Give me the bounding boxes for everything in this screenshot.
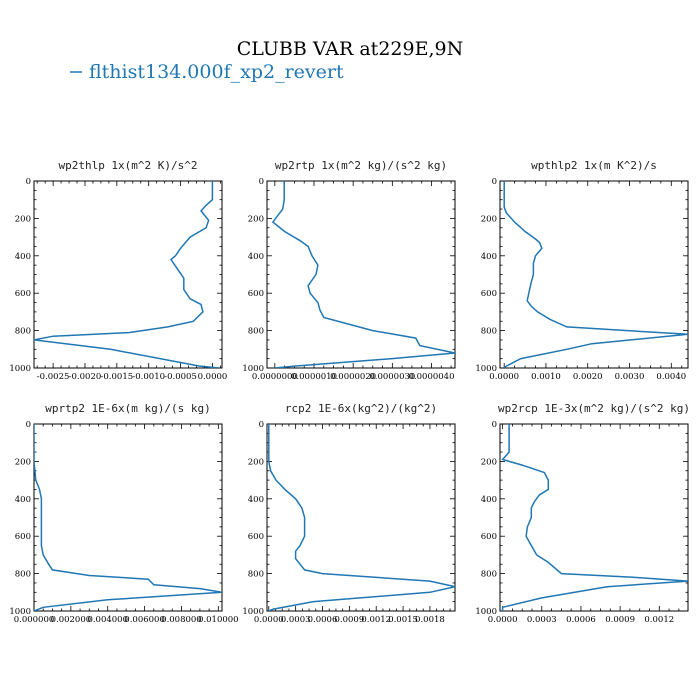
x-tick-label: 0.0000010 bbox=[291, 372, 337, 382]
x-tick-label: -0.0025 bbox=[37, 372, 70, 382]
y-tick-label: 400 bbox=[15, 252, 31, 262]
panel-title: wp2rtp 1x(m^2 kg)/(s^2 kg) bbox=[275, 159, 447, 172]
legend: flthist134.000f_xp2_revert bbox=[70, 61, 344, 83]
x-tick-label: 0.0030 bbox=[615, 372, 645, 382]
chart-panel: wp2rcp 1E-3x(m^2 kg)/(s^2 kg)0 200 400 600 8… bbox=[475, 402, 690, 625]
y-tick-label: 600 bbox=[248, 289, 264, 299]
y-tick-label: 200 bbox=[248, 457, 264, 467]
y-tick-label: 1000 bbox=[9, 607, 31, 617]
x-tick-label: 0.0000 bbox=[489, 372, 519, 382]
x-tick-label: 0.0000 bbox=[488, 615, 518, 625]
y-tick-label: 1000 bbox=[475, 607, 497, 617]
y-tick-label: 800 bbox=[248, 327, 264, 337]
y-tick-label: 0 bbox=[492, 177, 497, 187]
panel-title: wp2thlp 1x(m^2 K)/s^2 bbox=[58, 159, 197, 172]
x-tick-label: 0.0020 bbox=[573, 372, 603, 382]
x-tick-label: 0.004000 bbox=[87, 615, 128, 625]
x-tick-label: 0.0006 bbox=[566, 615, 596, 625]
chart-panel: wp2rtp 1x(m^2 kg)/(s^2 kg) 0 200 400 600 800 1… bbox=[242, 159, 456, 382]
panel-title: wp2rcp 1E-3x(m^2 kg)/(s^2 kg) bbox=[498, 402, 690, 415]
plot-frame bbox=[33, 423, 223, 612]
x-tick-label: -0.0015 bbox=[101, 372, 134, 382]
figure-title: CLUBB VAR at229E,9N bbox=[237, 38, 463, 60]
plot-frame bbox=[499, 180, 689, 369]
y-tick-label: 800 bbox=[15, 327, 31, 337]
series-line bbox=[268, 424, 455, 611]
chart-panel: rcp2 1E-6x(kg^2)/(kg^2) 0 200 400 600 800 1000… bbox=[242, 402, 456, 625]
y-tick-label: 1000 bbox=[9, 364, 31, 374]
y-tick-label: 400 bbox=[15, 495, 31, 505]
panel-title: wpthlp2 1x(m K^2)/s bbox=[531, 159, 657, 172]
panels: wp2thlp 1x(m^2 K)/s^2 0 200 400 600 800 1000 -0… bbox=[9, 159, 690, 625]
x-tick-label: 0.0003 bbox=[281, 615, 311, 625]
y-tick-label: 600 bbox=[481, 532, 497, 542]
series-line bbox=[501, 424, 688, 611]
x-tick-label: 0.0000 bbox=[198, 372, 228, 382]
y-tick-label: 0 bbox=[492, 420, 497, 430]
series-line bbox=[34, 424, 222, 611]
x-tick-label: 0.0000020 bbox=[330, 372, 376, 382]
x-tick-label: 0.0000 bbox=[254, 615, 284, 625]
y-tick-label: 800 bbox=[248, 570, 264, 580]
x-tick-label: -0.0005 bbox=[164, 372, 197, 382]
x-tick-label: 0.008000 bbox=[161, 615, 202, 625]
chart-panel: wprtp2 1E-6x(m kg)/(s kg) 0 200 400 600 800 10… bbox=[9, 402, 238, 625]
y-tick-label: 600 bbox=[15, 289, 31, 299]
x-tick-label: 0.000000 bbox=[14, 615, 55, 625]
x-tick-label: 0.0000040 bbox=[409, 372, 455, 382]
x-tick-label: 0.0006 bbox=[308, 615, 338, 625]
y-tick-label: 1000 bbox=[475, 364, 497, 374]
plot-frame bbox=[266, 423, 456, 612]
x-tick-label: 0.0040 bbox=[656, 372, 686, 382]
x-tick-label: 0.0012 bbox=[644, 615, 674, 625]
series-line bbox=[271, 181, 455, 368]
x-tick-label: 0.006000 bbox=[124, 615, 165, 625]
y-tick-label: 400 bbox=[248, 495, 264, 505]
panel-title: rcp2 1E-6x(kg^2)/(kg^2) bbox=[285, 402, 437, 415]
y-tick-label: 400 bbox=[481, 252, 497, 262]
y-tick-label: 800 bbox=[481, 327, 497, 337]
chart-panel: wpthlp2 1x(m K^2)/s020040060080010000.00… bbox=[475, 159, 689, 382]
x-tick-label: 0.0000000 bbox=[252, 372, 298, 382]
x-tick-label: 0.0000030 bbox=[369, 372, 415, 382]
y-tick-label: 0 bbox=[259, 177, 264, 187]
y-tick-label: 200 bbox=[15, 457, 31, 467]
panel-title: wprtp2 1E-6x(m kg)/(s kg) bbox=[45, 402, 211, 415]
chart-panel: wp2thlp 1x(m^2 K)/s^2 0 200 400 600 800 1000 -0… bbox=[9, 159, 227, 382]
x-tick-label: 0.0003 bbox=[527, 615, 557, 625]
y-tick-label: 200 bbox=[481, 214, 497, 224]
x-tick-label: 0.010000 bbox=[198, 615, 239, 625]
y-tick-label: 0 bbox=[259, 420, 264, 430]
y-tick-label: 1000 bbox=[242, 364, 264, 374]
x-tick-label: 0.0015 bbox=[388, 615, 418, 625]
y-tick-label: 800 bbox=[15, 570, 31, 580]
y-tick-label: 200 bbox=[248, 214, 264, 224]
y-tick-label: 400 bbox=[481, 495, 497, 505]
x-tick-label: 0.0018 bbox=[415, 615, 445, 625]
x-tick-label: 0.0009 bbox=[605, 615, 635, 625]
y-tick-label: 400 bbox=[248, 252, 264, 262]
y-tick-label: 800 bbox=[481, 570, 497, 580]
x-tick-label: 0.0010 bbox=[531, 372, 561, 382]
y-tick-label: 0 bbox=[26, 177, 31, 187]
y-tick-label: 0 bbox=[26, 420, 31, 430]
y-tick-label: 200 bbox=[481, 457, 497, 467]
y-tick-label: 1000 bbox=[242, 607, 264, 617]
legend-label: flthist134.000f_xp2_revert bbox=[89, 61, 344, 83]
x-tick-label: -0.0010 bbox=[132, 372, 165, 382]
x-tick-label: 0.0012 bbox=[361, 615, 391, 625]
series-line bbox=[503, 181, 688, 368]
x-tick-label: 0.002000 bbox=[51, 615, 92, 625]
x-tick-label: 0.0009 bbox=[334, 615, 364, 625]
x-tick-label: -0.0020 bbox=[69, 372, 102, 382]
y-tick-label: 200 bbox=[15, 214, 31, 224]
plot-frame bbox=[266, 180, 456, 369]
y-tick-label: 600 bbox=[248, 532, 264, 542]
series-line bbox=[34, 181, 219, 368]
y-tick-label: 600 bbox=[15, 532, 31, 542]
y-tick-label: 600 bbox=[481, 289, 497, 299]
plot-frame bbox=[33, 180, 223, 369]
